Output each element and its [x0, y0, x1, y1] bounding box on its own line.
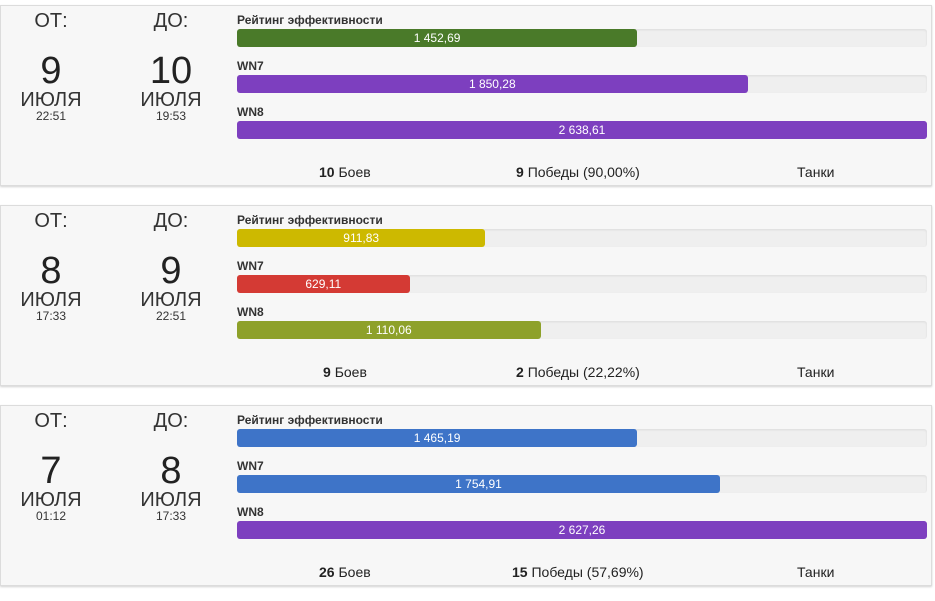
to-time: 22:51 [155, 309, 187, 323]
wins-label: Победы [527, 364, 580, 380]
metric-label-wn8: WN8 [237, 105, 264, 119]
progress-track-wn7: 629,11 [237, 275, 927, 293]
progress-track-efficiency: 1 465,19 [237, 429, 927, 447]
to-label: ДО: [153, 410, 189, 432]
from-label: ОТ: [34, 10, 68, 32]
battles-number: 26 [319, 564, 335, 580]
metric-label-wn7: WN7 [237, 59, 264, 73]
wins-label: Победы [527, 164, 580, 180]
session-card: ОТ: 8 ИЮЛЯ 17:33 ДО: 9 ИЮЛЯ 22:51 Рейтин… [0, 205, 932, 386]
battles-count: 10 Боев [319, 164, 371, 180]
wins-label: Победы [531, 564, 583, 580]
wins-count: 2 Победы (22,22%) [516, 364, 640, 380]
battles-number: 10 [319, 164, 335, 180]
battles-count: 9 Боев [323, 364, 367, 380]
progress-track-wn8: 1 110,06 [237, 321, 927, 339]
tanks-link[interactable]: Танки [797, 364, 835, 380]
progress-bar-wn8: 2 638,61 [237, 121, 927, 139]
metric-label-efficiency: Рейтинг эффективности [237, 213, 383, 227]
from-label: ОТ: [34, 410, 68, 432]
progress-track-efficiency: 1 452,69 [237, 29, 927, 47]
to-day: 8 [160, 450, 182, 492]
wins-percent: (57,69%) [586, 564, 644, 580]
to-day: 10 [149, 50, 193, 92]
to-label: ДО: [153, 210, 189, 232]
progress-bar-wn7: 629,11 [237, 275, 410, 293]
battles-label: Боев [338, 164, 371, 180]
metric-label-efficiency: Рейтинг эффективности [237, 413, 383, 427]
session-card: ОТ: 9 ИЮЛЯ 22:51 ДО: 10 ИЮЛЯ 19:53 Рейти… [0, 5, 932, 186]
to-month: ИЮЛЯ [140, 89, 202, 111]
to-time: 17:33 [155, 509, 187, 523]
progress-track-wn8: 2 638,61 [237, 121, 927, 139]
from-time: 01:12 [35, 509, 67, 523]
session-card: ОТ: 7 ИЮЛЯ 01:12 ДО: 8 ИЮЛЯ 17:33 Рейтин… [0, 405, 932, 586]
progress-track-wn7: 1 754,91 [237, 475, 927, 493]
metric-label-wn7: WN7 [237, 259, 264, 273]
wins-number: 15 [512, 564, 528, 580]
tanks-link[interactable]: Танки [797, 164, 835, 180]
progress-bar-efficiency: 1 452,69 [237, 29, 638, 47]
to-time: 19:53 [155, 109, 187, 123]
from-month: ИЮЛЯ [20, 489, 82, 511]
metric-label-wn8: WN8 [237, 305, 264, 319]
wins-percent: (90,00%) [583, 164, 640, 180]
to-month: ИЮЛЯ [140, 289, 202, 311]
progress-bar-efficiency: 1 465,19 [237, 429, 638, 447]
battles-number: 9 [323, 364, 331, 380]
metric-label-efficiency: Рейтинг эффективности [237, 13, 383, 27]
battles-count: 26 Боев [319, 564, 371, 580]
battles-label: Боев [338, 564, 371, 580]
from-time: 17:33 [35, 309, 67, 323]
wins-number: 2 [516, 364, 524, 380]
wins-number: 9 [516, 164, 524, 180]
from-day: 7 [40, 450, 62, 492]
from-time: 22:51 [35, 109, 67, 123]
progress-track-wn8: 2 627,26 [237, 521, 927, 539]
wins-count: 15 Победы (57,69%) [512, 564, 644, 580]
progress-track-efficiency: 911,83 [237, 229, 927, 247]
from-month: ИЮЛЯ [20, 89, 82, 111]
from-day: 8 [40, 250, 62, 292]
progress-bar-wn8: 1 110,06 [237, 321, 541, 339]
progress-bar-wn7: 1 850,28 [237, 75, 748, 93]
progress-track-wn7: 1 850,28 [237, 75, 927, 93]
to-label: ДО: [153, 10, 189, 32]
from-day: 9 [40, 50, 62, 92]
to-day: 9 [160, 250, 182, 292]
progress-bar-wn8: 2 627,26 [237, 521, 927, 539]
progress-bar-efficiency: 911,83 [237, 229, 486, 247]
wins-percent: (22,22%) [583, 364, 640, 380]
metric-label-wn8: WN8 [237, 505, 264, 519]
battles-label: Боев [334, 364, 367, 380]
progress-bar-wn7: 1 754,91 [237, 475, 720, 493]
tanks-link[interactable]: Танки [797, 564, 835, 580]
to-month: ИЮЛЯ [140, 489, 202, 511]
metric-label-wn7: WN7 [237, 459, 264, 473]
wins-count: 9 Победы (90,00%) [516, 164, 640, 180]
from-label: ОТ: [34, 210, 68, 232]
from-month: ИЮЛЯ [20, 289, 82, 311]
